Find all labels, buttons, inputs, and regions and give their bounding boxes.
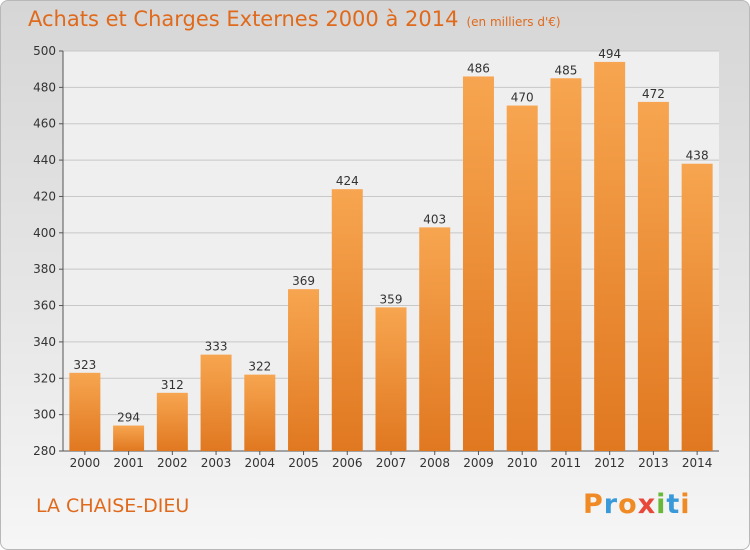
unit-label: (en milliers d'€) [466,15,561,29]
y-tick-label: 380 [33,262,56,276]
y-tick-label: 340 [33,335,56,349]
x-tick-label-2006: 2006 [332,456,363,470]
data-label-2002: 312 [161,378,184,392]
x-tick-label-2000: 2000 [70,456,101,470]
logo-letter: x [637,489,657,520]
y-tick-label: 400 [33,226,56,240]
y-tick-label: 420 [33,189,56,203]
x-tick-label-2004: 2004 [245,456,276,470]
x-tick-label-2005: 2005 [288,456,319,470]
data-label-2014: 438 [686,149,709,163]
x-tick-label-2002: 2002 [157,456,188,470]
proxiti-logo: Proxiti [583,489,691,520]
bar-2009 [462,76,494,452]
chart-title: Achats et Charges Externes 2000 à 2014 (e… [28,7,561,31]
y-tick-label: 300 [33,408,56,422]
bar-2004 [244,374,276,451]
data-label-2005: 369 [292,274,315,288]
bar-2014 [681,163,713,451]
y-tick-label: 360 [33,299,56,313]
title-text: Achats et Charges Externes 2000 à 2014 [28,7,459,31]
bar-2006 [331,189,363,451]
place-name: LA CHAISE-DIEU [36,495,190,517]
bar-2010 [506,105,538,451]
data-label-2008: 403 [423,212,446,226]
data-label-2010: 470 [511,91,534,105]
y-tick-label: 480 [33,80,56,94]
data-label-2001: 294 [117,411,140,425]
x-tick-label-2014: 2014 [682,456,713,470]
y-tick-label: 500 [33,44,56,58]
data-label-2006: 424 [336,174,359,188]
y-tick-label: 280 [33,444,56,458]
x-tick-label-2003: 2003 [201,456,232,470]
y-tick-label: 440 [33,153,56,167]
data-label-2003: 333 [205,340,228,354]
x-tick-label-2012: 2012 [594,456,625,470]
data-label-2000: 323 [73,358,96,372]
y-tick-label: 320 [33,371,56,385]
logo-letter: i [656,489,667,520]
x-tick-label-2009: 2009 [463,456,494,470]
bar-2013 [637,101,669,451]
x-tick-label-2007: 2007 [376,456,407,470]
data-label-2007: 359 [380,292,403,306]
bar-2000 [69,372,101,451]
bar-2011 [550,78,582,451]
data-label-2012: 494 [598,47,621,61]
bar-2001 [113,425,145,451]
bar-2003 [200,354,232,451]
bar-2008 [419,227,451,451]
data-label-2013: 472 [642,87,665,101]
x-tick-label-2008: 2008 [419,456,450,470]
bar-2007 [375,307,407,451]
bar-2002 [156,392,188,451]
logo-letter: t [666,489,681,520]
x-tick-label-2013: 2013 [638,456,669,470]
data-label-2011: 485 [554,63,577,77]
logo-letter: r [603,489,619,520]
bar-2012 [594,61,626,452]
logo-letter: P [583,489,604,520]
x-tick-label-2010: 2010 [507,456,538,470]
bar-2005 [288,289,320,451]
data-label-2004: 322 [248,360,271,374]
x-tick-label-2001: 2001 [113,456,144,470]
logo-letter: o [618,489,638,520]
x-tick-label-2011: 2011 [551,456,582,470]
y-tick-label: 460 [33,117,56,131]
logo-letter: i [680,489,691,520]
data-label-2009: 486 [467,61,490,75]
